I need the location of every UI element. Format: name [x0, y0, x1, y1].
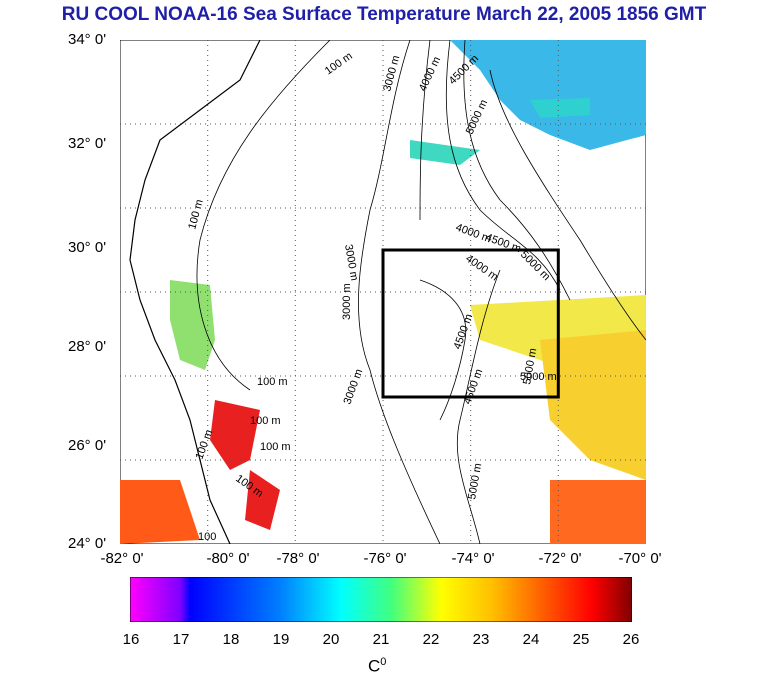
- coastline: [129, 40, 261, 544]
- lon-label-82: -82° 0': [100, 550, 144, 567]
- lat-label-26: 26° 0': [68, 437, 107, 454]
- lon-label-78: -78° 0': [276, 550, 320, 567]
- svg-text:5000 m: 5000 m: [520, 371, 557, 383]
- lon-label-74: -74° 0': [451, 550, 495, 567]
- colorbar: [130, 577, 632, 622]
- svg-text:100 m: 100 m: [260, 441, 291, 453]
- cb-tick-25: 25: [572, 631, 590, 648]
- lon-label-70: -70° 0': [618, 550, 662, 567]
- cb-tick-22: 22: [422, 631, 440, 648]
- svg-text:3000 m: 3000 m: [341, 283, 353, 320]
- cb-tick-23: 23: [472, 631, 490, 648]
- sst-map: 100 m 3000 m 4000 m 4500 m 5000 m 100 m …: [120, 40, 646, 544]
- cb-tick-21: 21: [372, 631, 390, 648]
- colorbar-unit: C0: [368, 656, 387, 676]
- cb-tick-19: 19: [272, 631, 290, 648]
- cb-tick-26: 26: [622, 631, 640, 648]
- svg-text:100: 100: [198, 531, 216, 543]
- cb-tick-24: 24: [522, 631, 540, 648]
- lat-label-32: 32° 0': [68, 135, 107, 152]
- lat-label-30: 30° 0': [68, 239, 107, 256]
- cb-tick-18: 18: [222, 631, 240, 648]
- sst-patches: [120, 40, 646, 544]
- svg-text:100 m: 100 m: [257, 376, 288, 388]
- bathymetry-contours: [196, 40, 646, 544]
- lat-label-24: 24° 0': [68, 535, 107, 552]
- svg-text:100 m: 100 m: [250, 415, 281, 427]
- region-box: [381, 248, 560, 399]
- lat-label-28: 28° 0': [68, 338, 107, 355]
- cb-tick-16: 16: [122, 631, 140, 648]
- lat-label-34: 34° 0': [68, 31, 107, 48]
- cb-tick-20: 20: [322, 631, 340, 648]
- graticule: [120, 40, 646, 544]
- lon-label-76: -76° 0': [363, 550, 407, 567]
- lon-label-80: -80° 0': [206, 550, 250, 567]
- cb-tick-17: 17: [172, 631, 190, 648]
- lon-label-72: -72° 0': [538, 550, 582, 567]
- map-title: RU COOL NOAA-16 Sea Surface Temperature …: [61, 4, 707, 25]
